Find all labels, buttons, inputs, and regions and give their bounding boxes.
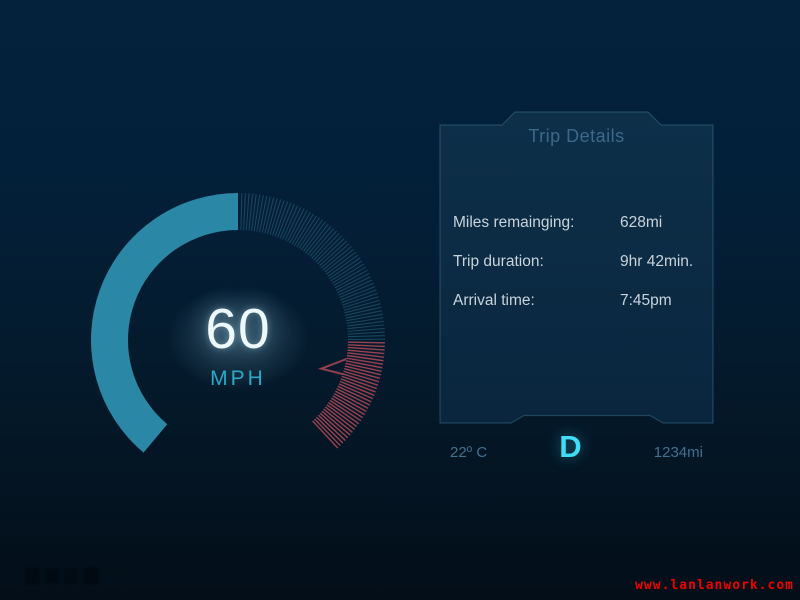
trip-duration-label: Trip duration: [453, 253, 544, 270]
gauge-needle-icon [317, 358, 347, 376]
trip-duration-value: 9hr 42min. [620, 253, 694, 270]
speed-gauge [91, 193, 386, 453]
miles-remaining-value: 628mi [620, 214, 663, 231]
trip-row-arrival: Arrival time: 7:45pm [453, 291, 703, 310]
trip-detail-rows: Miles remainging: 628mi Trip duration: 9… [453, 213, 703, 330]
trip-panel-shape [439, 111, 714, 424]
odometer-readout: 1234mi [653, 444, 703, 461]
trip-panel-footer: 22º C D 1234mi [440, 431, 713, 463]
speed-unit-label: MPH [210, 367, 266, 390]
speed-value: 60 [205, 297, 271, 361]
trip-row-duration: Trip duration: 9hr 42min. [453, 252, 703, 271]
miles-remaining-label: Miles remainging: [453, 214, 575, 231]
arrival-time-label: Arrival time: [453, 292, 535, 309]
gauge-filled-arc [91, 193, 239, 453]
speed-glow [143, 268, 333, 408]
arrival-time-value: 7:45pm [620, 292, 672, 309]
gear-indicator: D [559, 429, 582, 464]
site-watermark: www.lanlanwork.com [635, 578, 794, 593]
trip-row-miles-remaining: Miles remainging: 628mi [453, 213, 703, 232]
trip-panel-title: Trip Details [528, 126, 625, 146]
faint-watermark-artifact [25, 568, 99, 584]
temperature-readout: 22º C [450, 444, 488, 461]
